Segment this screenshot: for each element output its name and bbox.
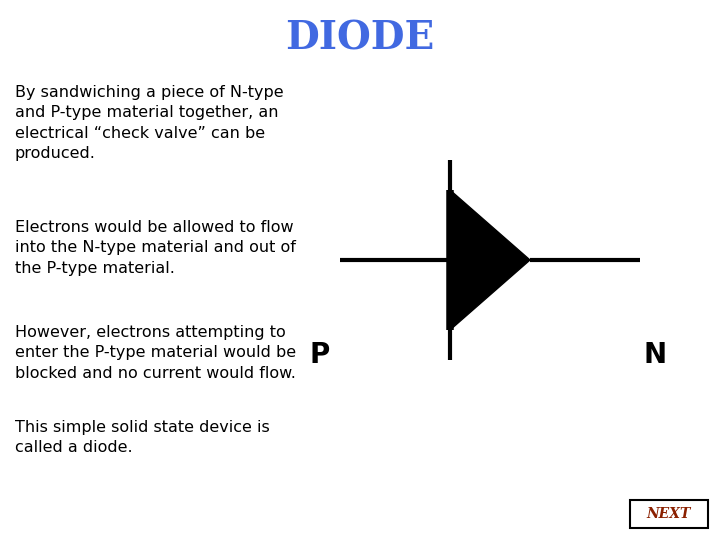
Text: This simple solid state device is
called a diode.: This simple solid state device is called…: [15, 420, 270, 455]
Text: N: N: [644, 341, 667, 369]
Text: Electrons would be allowed to flow
into the N-type material and out of
the P-typ: Electrons would be allowed to flow into …: [15, 220, 296, 276]
Text: DIODE: DIODE: [285, 19, 435, 57]
Text: P: P: [310, 341, 330, 369]
Text: However, electrons attempting to
enter the P-type material would be
blocked and : However, electrons attempting to enter t…: [15, 325, 296, 381]
FancyBboxPatch shape: [630, 500, 708, 528]
Text: NEXT: NEXT: [647, 507, 691, 521]
Polygon shape: [450, 190, 530, 330]
Text: By sandwiching a piece of N-type
and P-type material together, an
electrical “ch: By sandwiching a piece of N-type and P-t…: [15, 85, 284, 161]
